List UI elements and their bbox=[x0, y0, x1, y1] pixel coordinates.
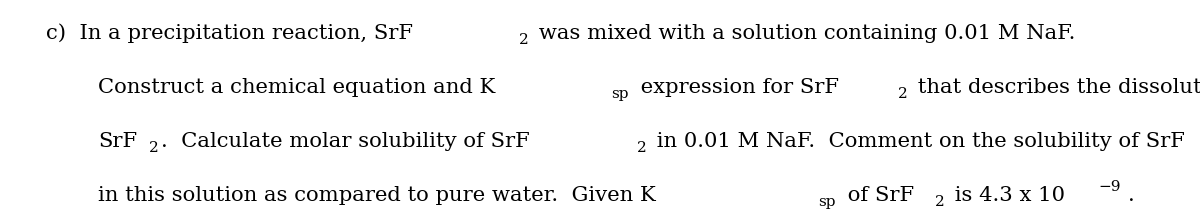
Text: of SrF: of SrF bbox=[841, 186, 913, 205]
Text: 2: 2 bbox=[637, 141, 647, 156]
Text: SrF: SrF bbox=[98, 132, 138, 151]
Text: in 0.01 M NaF.  Comment on the solubility of SrF: in 0.01 M NaF. Comment on the solubility… bbox=[650, 132, 1184, 151]
Text: in this solution as compared to pure water.  Given K: in this solution as compared to pure wat… bbox=[98, 186, 656, 205]
Text: 2: 2 bbox=[149, 141, 158, 156]
Text: Construct a chemical equation and K: Construct a chemical equation and K bbox=[98, 78, 496, 97]
Text: 2: 2 bbox=[520, 33, 529, 48]
Text: that describes the dissolution of: that describes the dissolution of bbox=[911, 78, 1200, 97]
Text: was mixed with a solution containing 0.01 M NaF.: was mixed with a solution containing 0.0… bbox=[532, 24, 1075, 43]
Text: sp: sp bbox=[611, 87, 629, 102]
Text: .: . bbox=[1128, 186, 1134, 205]
Text: expression for SrF: expression for SrF bbox=[634, 78, 839, 97]
Text: c)  In a precipitation reaction, SrF: c) In a precipitation reaction, SrF bbox=[46, 23, 413, 43]
Text: sp: sp bbox=[818, 195, 835, 210]
Text: .  Calculate molar solubility of SrF: . Calculate molar solubility of SrF bbox=[162, 132, 530, 151]
Text: is 4.3 x 10: is 4.3 x 10 bbox=[948, 186, 1064, 205]
Text: 2: 2 bbox=[935, 195, 944, 210]
Text: 2: 2 bbox=[898, 87, 908, 102]
Text: −9: −9 bbox=[1098, 180, 1121, 194]
